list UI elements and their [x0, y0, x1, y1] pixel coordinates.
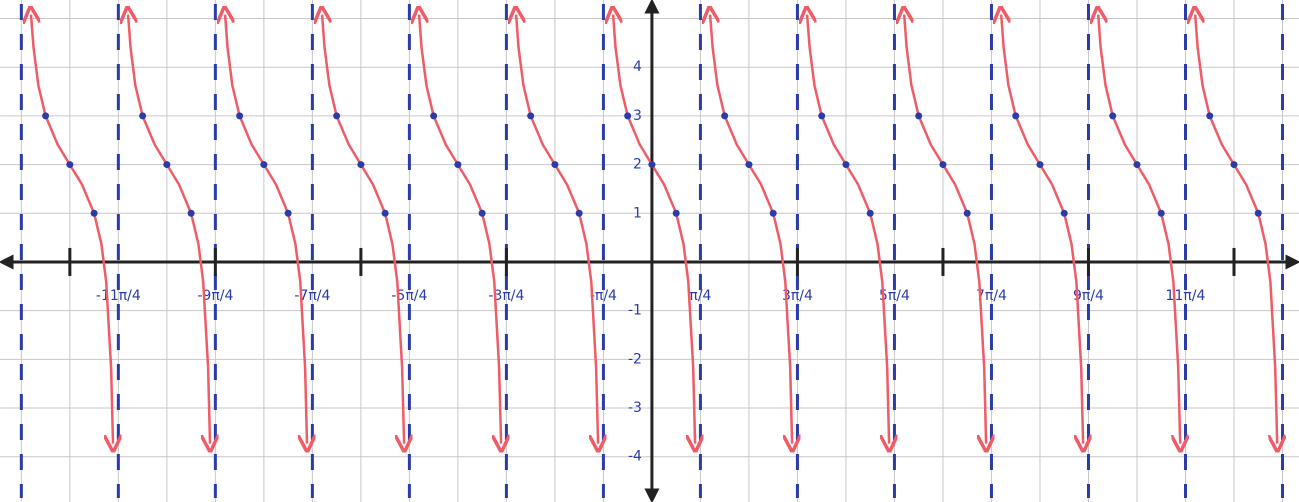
point: [91, 210, 98, 217]
y-tick-label: 4: [633, 59, 642, 75]
x-tick-label: π/4: [689, 288, 711, 304]
y-tick-label: -1: [628, 303, 642, 319]
point: [285, 210, 292, 217]
point: [1036, 161, 1043, 168]
x-tick-label: -11π/4: [96, 288, 141, 304]
point: [66, 161, 73, 168]
point: [333, 112, 340, 119]
curve-branch: [613, 15, 695, 444]
point: [770, 210, 777, 217]
point: [163, 161, 170, 168]
curve-branch: [225, 15, 307, 444]
point: [1255, 210, 1262, 217]
curve-branch: [322, 15, 404, 444]
point: [1061, 210, 1068, 217]
y-tick-label: -2: [628, 351, 642, 367]
curve-branch: [1098, 15, 1180, 444]
point: [1158, 210, 1165, 217]
point: [915, 112, 922, 119]
curve-branch: [710, 15, 792, 444]
point: [1012, 112, 1019, 119]
y-tick-label: -3: [628, 400, 642, 416]
y-tick-label: 2: [633, 157, 642, 173]
point: [939, 161, 946, 168]
point: [576, 210, 583, 217]
point: [818, 112, 825, 119]
point: [188, 210, 195, 217]
point: [721, 112, 728, 119]
point: [382, 210, 389, 217]
curve-branch: [419, 15, 501, 444]
y-tick-label: 3: [633, 108, 642, 124]
point: [624, 112, 631, 119]
curve-branch: [1001, 15, 1083, 444]
point: [527, 112, 534, 119]
point: [842, 161, 849, 168]
curve-branch: [1195, 15, 1277, 444]
point: [454, 161, 461, 168]
x-tick-label: 11π/4: [1166, 288, 1206, 304]
point: [1133, 161, 1140, 168]
curve-branch: [807, 15, 889, 444]
point: [1206, 112, 1213, 119]
chart: -11π/4-9π/4-7π/4-5π/4-3π/4-π/4π/43π/45π/…: [0, 0, 1299, 502]
point: [1231, 161, 1238, 168]
point: [260, 161, 267, 168]
y-tick-label: 1: [633, 205, 642, 221]
point: [1109, 112, 1116, 119]
point: [139, 112, 146, 119]
point: [867, 210, 874, 217]
point: [236, 112, 243, 119]
point: [430, 112, 437, 119]
point: [964, 210, 971, 217]
point: [673, 210, 680, 217]
curve-branch: [31, 15, 113, 444]
curve-branch: [904, 15, 986, 444]
point: [648, 161, 655, 168]
point: [357, 161, 364, 168]
curve-branch: [128, 15, 210, 444]
y-tick-label: -4: [628, 449, 642, 465]
point: [745, 161, 752, 168]
x-tick-label: -π/4: [590, 288, 617, 304]
curve-branch: [516, 15, 598, 444]
point: [479, 210, 486, 217]
point: [551, 161, 558, 168]
point: [42, 112, 49, 119]
